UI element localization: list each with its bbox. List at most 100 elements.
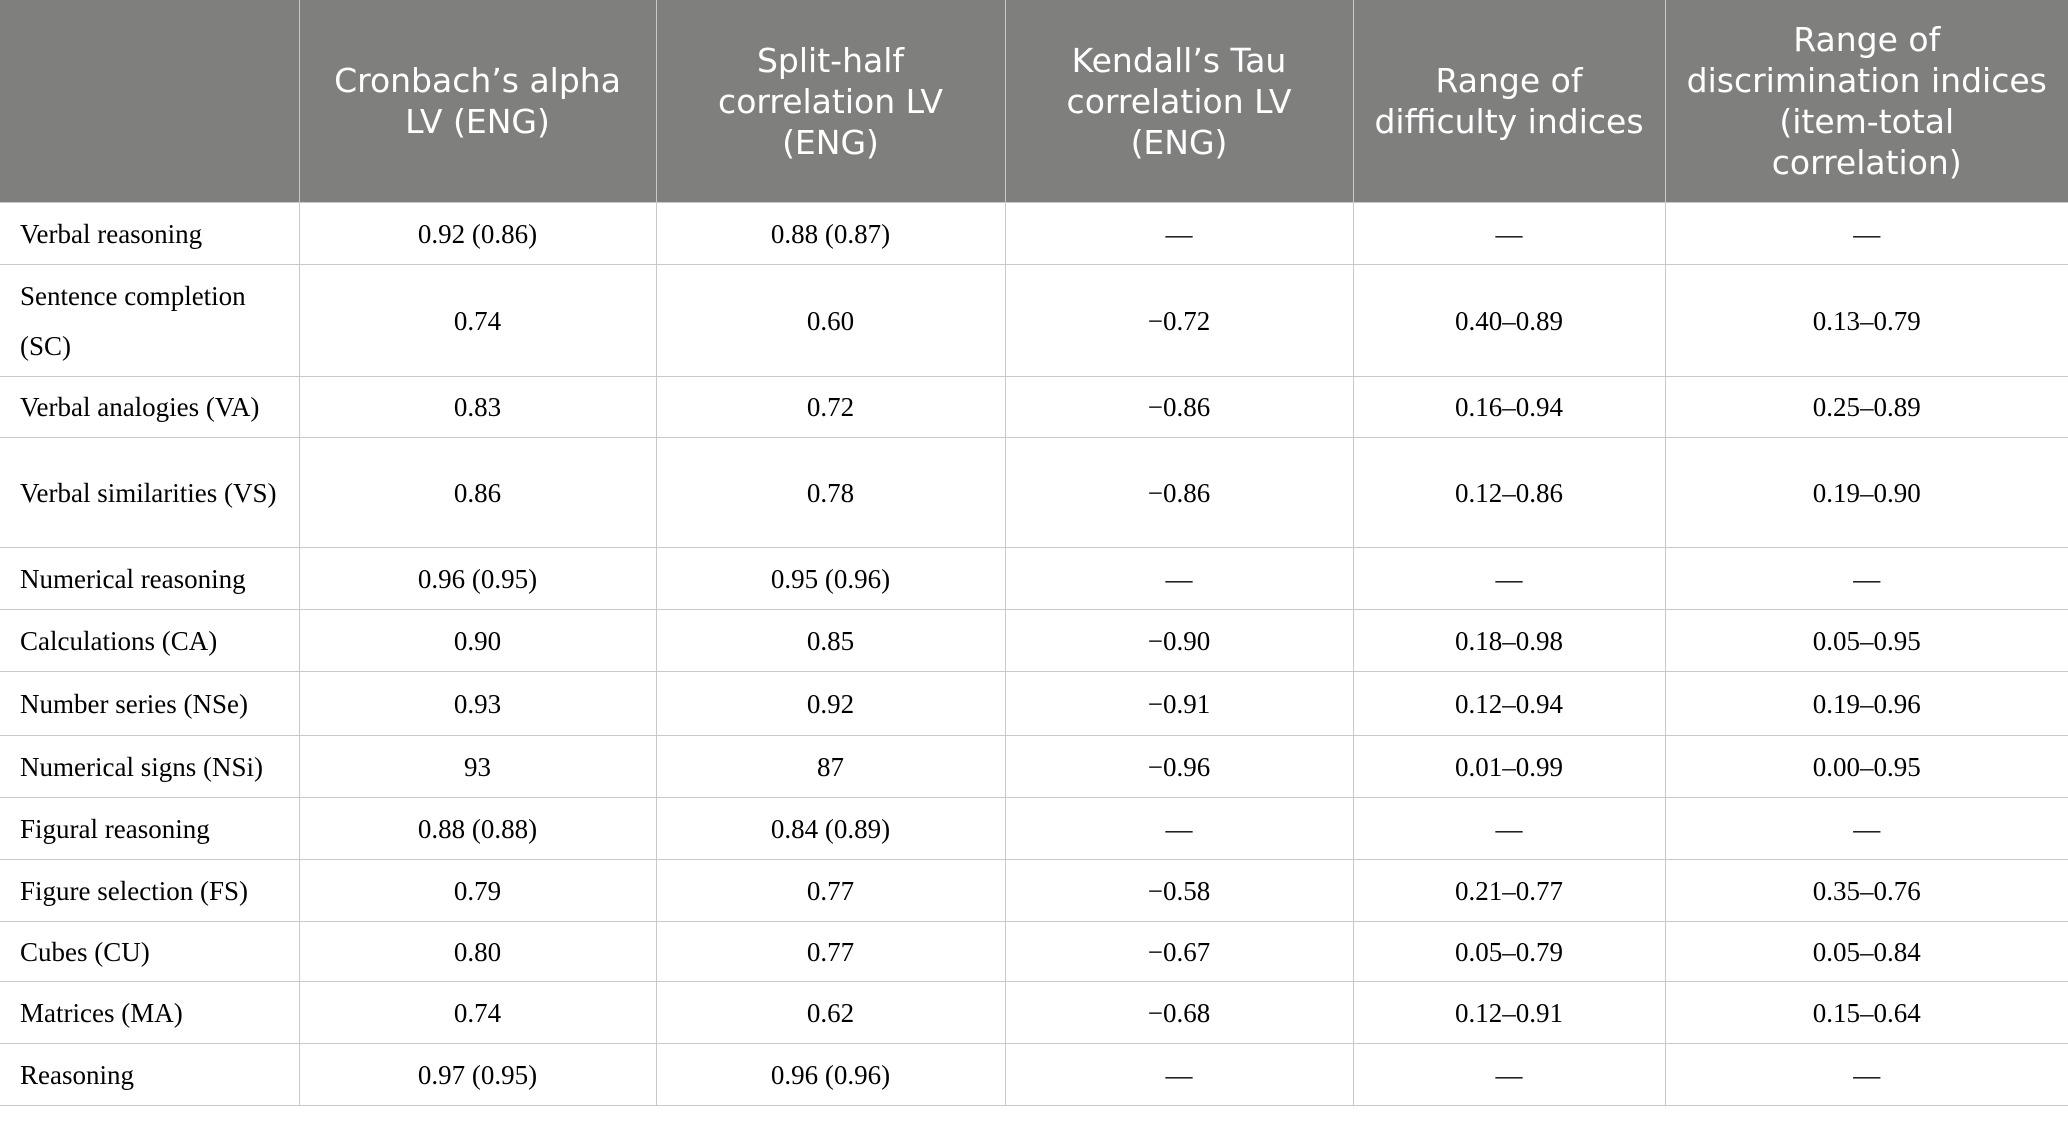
table-cell: 0.97 (0.95): [298, 1043, 657, 1106]
table-cell: −0.86: [1004, 376, 1354, 438]
table-cell: 0.72: [655, 376, 1006, 438]
row-label: Verbal analogies (VA): [0, 376, 300, 438]
table-cell: 0.92: [655, 671, 1006, 736]
table-cell: 0.12–0.86: [1352, 437, 1666, 548]
header-row: Cronbach’s alpha LV (ENG) Split-half corr…: [0, 0, 2068, 203]
table-row: Number series (NSe) 0.93 0.92 −0.91 0.12–0.9…: [0, 671, 2068, 736]
table-cell: −0.67: [1004, 921, 1354, 982]
table-row: Reasoning 0.97 (0.95) 0.96 (0.96) — — —: [0, 1043, 2068, 1106]
table-cell: −0.90: [1004, 609, 1354, 672]
table-body: Verbal reasoning 0.92 (0.86) 0.88 (0.87) — —…: [0, 202, 2068, 1106]
table-cell: 0.62: [655, 981, 1006, 1044]
row-label: Figure selection (FS): [0, 859, 300, 922]
table-cell: 0.60: [655, 264, 1006, 377]
table-cell: 0.25–0.89: [1664, 376, 2068, 438]
table-row: Matrices (MA) 0.74 0.62 −0.68 0.12–0.91 0.15–…: [0, 981, 2068, 1044]
header-cell: Range of discrimination indices (item-to…: [1664, 0, 2068, 203]
table-cell: 0.16–0.94: [1352, 376, 1666, 438]
table-cell: 0.40–0.89: [1352, 264, 1666, 377]
table-cell: 0.77: [655, 859, 1006, 922]
header-cell: [0, 0, 299, 203]
row-label: Cubes (CU): [0, 921, 300, 982]
table-cell: 0.19–0.90: [1664, 437, 2068, 548]
row-label: Verbal similarities (VS): [0, 437, 300, 548]
table-row: Verbal reasoning 0.92 (0.86) 0.88 (0.87) — —…: [0, 202, 2068, 265]
table-cell: —: [1664, 202, 2068, 265]
table-cell: 0.18–0.98: [1352, 609, 1666, 672]
table-cell: 87: [655, 735, 1006, 798]
table-row: Figural reasoning 0.88 (0.88) 0.84 (0.89) —…: [0, 797, 2068, 860]
table-cell: 0.35–0.76: [1664, 859, 2068, 922]
table-cell: −0.96: [1004, 735, 1354, 798]
table-cell: 0.12–0.91: [1352, 981, 1666, 1044]
table-row: Numerical reasoning 0.96 (0.95) 0.95 (0.96…: [0, 547, 2068, 610]
table-cell: 0.00–0.95: [1664, 735, 2068, 798]
table-cell: −0.72: [1004, 264, 1354, 377]
table-cell: 0.96 (0.95): [298, 547, 657, 610]
table-cell: —: [1352, 202, 1666, 265]
table-cell: 0.78: [655, 437, 1006, 548]
table-cell: 0.74: [298, 981, 657, 1044]
table-header: Cronbach’s alpha LV (ENG) Split-half corr…: [0, 0, 2068, 203]
table-row: Verbal analogies (VA) 0.83 0.72 −0.86 0.16–0…: [0, 376, 2068, 438]
table-row: Numerical signs (NSi) 93 87 −0.96 0.01–0.99 0…: [0, 735, 2068, 798]
table-row: Cubes (CU) 0.80 0.77 −0.67 0.05–0.79 0.05–0.8…: [0, 921, 2068, 982]
row-label: Figural reasoning: [0, 797, 300, 860]
table-cell: —: [1004, 202, 1354, 265]
table-cell: 0.92 (0.86): [298, 202, 657, 265]
row-label: Number series (NSe): [0, 671, 300, 736]
table-cell: 0.74: [298, 264, 657, 377]
table-cell: −0.58: [1004, 859, 1354, 922]
table-cell: −0.68: [1004, 981, 1354, 1044]
table-cell: 93: [298, 735, 657, 798]
table-cell: 0.93: [298, 671, 657, 736]
table-cell: —: [1664, 797, 2068, 860]
table-cell: —: [1664, 1043, 2068, 1106]
header-cell: Range of difficulty indices: [1352, 0, 1665, 203]
table-cell: —: [1352, 547, 1666, 610]
table-row: Calculations (CA) 0.90 0.85 −0.90 0.18–0.98 0…: [0, 609, 2068, 672]
table-cell: 0.13–0.79: [1664, 264, 2068, 377]
table-cell: 0.84 (0.89): [655, 797, 1006, 860]
table-cell: 0.21–0.77: [1352, 859, 1666, 922]
table-cell: 0.12–0.94: [1352, 671, 1666, 736]
table-row: Verbal similarities (VS) 0.86 0.78 −0.86 0.1…: [0, 437, 2068, 548]
row-label: Numerical signs (NSi): [0, 735, 300, 798]
row-label: Matrices (MA): [0, 981, 300, 1044]
table-cell: 0.86: [298, 437, 657, 548]
table-cell: 0.19–0.96: [1664, 671, 2068, 736]
table-cell: 0.90: [298, 609, 657, 672]
table-cell: —: [1004, 797, 1354, 860]
table-row: Sentence completion (SC) 0.74 0.60 −0.72 0.4…: [0, 264, 2068, 377]
table-cell: 0.88 (0.87): [655, 202, 1006, 265]
table-cell: −0.86: [1004, 437, 1354, 548]
table-cell: 0.80: [298, 921, 657, 982]
table-cell: —: [1352, 797, 1666, 860]
table-cell: −0.91: [1004, 671, 1354, 736]
table-cell: 0.01–0.99: [1352, 735, 1666, 798]
table-cell: 0.85: [655, 609, 1006, 672]
table-cell: 0.79: [298, 859, 657, 922]
header-cell: Split-half correlation LV (ENG): [655, 0, 1005, 203]
header-cell: Kendall’s Tau correlation LV (ENG): [1004, 0, 1353, 203]
table-cell: 0.88 (0.88): [298, 797, 657, 860]
row-label: Sentence completion (SC): [0, 264, 300, 377]
table-cell: 0.95 (0.96): [655, 547, 1006, 610]
table-cell: —: [1004, 1043, 1354, 1106]
table-cell: 0.15–0.64: [1664, 981, 2068, 1044]
table-row: Figure selection (FS) 0.79 0.77 −0.58 0.21–0…: [0, 859, 2068, 922]
table-cell: 0.05–0.79: [1352, 921, 1666, 982]
table-cell: 0.05–0.84: [1664, 921, 2068, 982]
row-label: Numerical reasoning: [0, 547, 300, 610]
header-cell: Cronbach’s alpha LV (ENG): [298, 0, 656, 203]
table-cell: 0.83: [298, 376, 657, 438]
row-label: Calculations (CA): [0, 609, 300, 672]
table-cell: 0.77: [655, 921, 1006, 982]
table-cell: —: [1352, 1043, 1666, 1106]
row-label: Reasoning: [0, 1043, 300, 1106]
table-cell: 0.05–0.95: [1664, 609, 2068, 672]
table-cell: —: [1664, 547, 2068, 610]
row-label: Verbal reasoning: [0, 202, 300, 265]
